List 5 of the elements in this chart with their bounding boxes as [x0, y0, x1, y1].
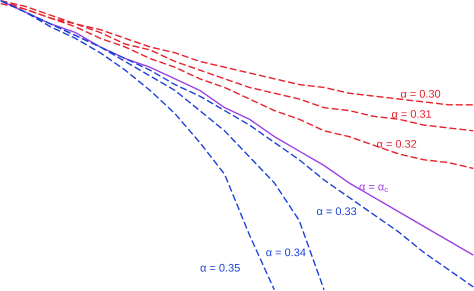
series-label: α = 0.34 [266, 248, 306, 256]
series-label: α = 0.31 [392, 110, 432, 118]
series-label: α = 0.30 [400, 90, 440, 98]
series-label: α = 0.33 [316, 208, 356, 216]
series-label: α = 0.35 [200, 264, 240, 272]
